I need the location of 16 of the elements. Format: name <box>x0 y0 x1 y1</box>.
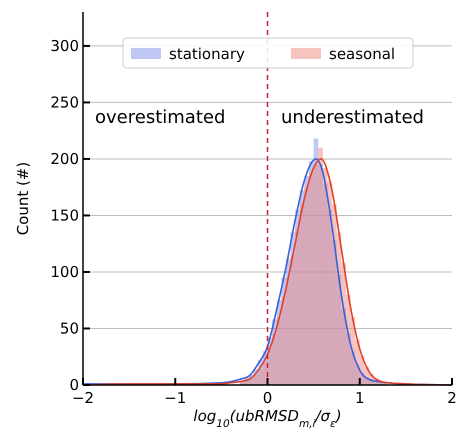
x-axis-title: log$_{10}$(ubRMSD$_{m,i}$/σ$_{ε}$) <box>193 407 342 430</box>
y-tick-label: 150 <box>50 206 79 224</box>
legend-label: stationary <box>169 45 245 63</box>
x-tick-label: −1 <box>164 389 186 407</box>
annotation: overestimated <box>95 107 226 128</box>
y-tick-label: 50 <box>60 319 79 338</box>
y-tick-label: 300 <box>50 36 79 55</box>
annotation: underestimated <box>281 107 424 128</box>
x-tick-label: 2 <box>447 389 457 407</box>
y-tick-label: 100 <box>50 262 79 281</box>
y-tick-label: 200 <box>50 150 79 168</box>
y-axis-title: Count (#) <box>14 162 32 236</box>
legend-label: seasonal <box>329 45 396 63</box>
x-tick-label: 1 <box>354 389 365 407</box>
x-tick-label: 0 <box>262 389 272 407</box>
y-tick-label: 250 <box>50 93 79 112</box>
